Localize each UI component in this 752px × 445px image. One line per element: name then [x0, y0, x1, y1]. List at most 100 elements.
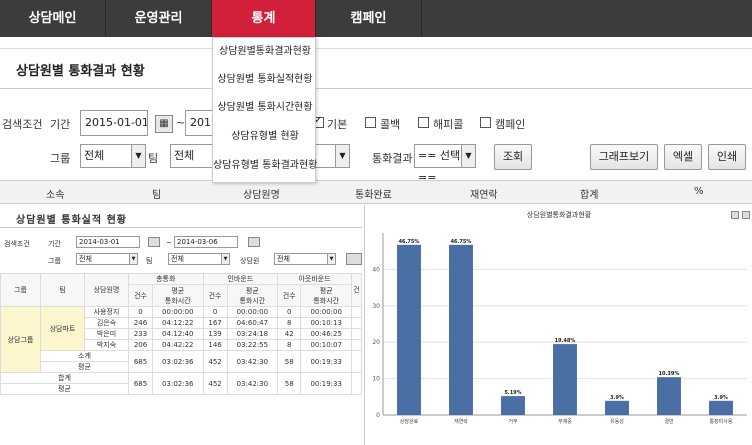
- call-result-select-value: == 선택 ==: [418, 149, 461, 184]
- call-result-select[interactable]: == 선택 == ▼: [414, 144, 476, 184]
- embed-team-select[interactable]: 전체 ▼: [168, 253, 230, 265]
- embed-team-value: 전체: [171, 255, 184, 263]
- data-label: 19.48%: [555, 338, 576, 344]
- table-row: 상담그룹 상담파트 사용정지 0 00:00:00 0 00:00:00 0 0…: [0, 306, 362, 373]
- checkbox-campaign[interactable]: [480, 117, 491, 128]
- divider: [0, 227, 362, 228]
- cell: 00:19:33: [300, 350, 352, 373]
- th-count: 건수: [277, 284, 302, 307]
- group-label: 그룹: [50, 152, 71, 165]
- embed-agent-label: 상담원: [240, 257, 260, 265]
- cell: 0: [202, 306, 228, 318]
- cell: 03:42:30: [226, 350, 279, 373]
- excel-button[interactable]: 엑셀: [664, 144, 702, 170]
- cell: 167: [202, 317, 228, 329]
- embed-search-button[interactable]: [346, 253, 362, 265]
- cell: [351, 306, 362, 318]
- menu-item-agent-call-time[interactable]: 상담원별 통화시간현황: [217, 102, 313, 113]
- cell: [351, 339, 362, 351]
- calendar-icon[interactable]: ▦: [155, 115, 173, 133]
- team-label: 팀: [148, 152, 159, 165]
- checkbox-callback-label: 콜백: [380, 118, 401, 131]
- cell: 04:12:40: [152, 328, 204, 340]
- th-avg-time: 평균 통화시간: [152, 284, 204, 307]
- cell: 04:12:22: [152, 317, 204, 329]
- menu-item-consult-type[interactable]: 상담유형별 현황: [231, 131, 299, 142]
- checkbox-happycall[interactable]: [418, 117, 429, 128]
- col-agent-name: 상담원명: [243, 190, 280, 201]
- checkbox-campaign-label: 캠페인: [495, 118, 526, 131]
- x-tick-label: 재연락: [454, 418, 468, 425]
- chevron-down-icon: ▼: [129, 254, 137, 264]
- cell: 685: [127, 350, 154, 373]
- cell: 58: [277, 350, 302, 373]
- cell: 8: [277, 339, 302, 351]
- search-button[interactable]: 조회: [494, 144, 532, 170]
- bar: [501, 396, 525, 415]
- date-to-input[interactable]: 2015-: [185, 110, 213, 136]
- cell: 00:10:13: [300, 317, 352, 329]
- graph-view-button[interactable]: 그래프보기: [590, 144, 658, 170]
- total-label: 합계: [0, 372, 129, 384]
- embed-group-select[interactable]: 전체 ▼: [76, 253, 138, 265]
- bar: [709, 400, 733, 415]
- cell: 03:02:36: [152, 372, 204, 395]
- tilde: ~: [176, 116, 186, 129]
- cell: 139: [202, 328, 228, 340]
- cell: 206: [127, 339, 154, 351]
- chevron-down-icon: ▼: [335, 145, 349, 167]
- chevron-down-icon: ▼: [327, 254, 335, 264]
- th-count: 건수: [127, 284, 154, 307]
- x-tick-label: 결번: [664, 418, 674, 425]
- agent-select[interactable]: ▼: [316, 144, 350, 168]
- cell: 04:60:47: [226, 317, 279, 329]
- tab-campaign[interactable]: 캠페인: [316, 0, 422, 37]
- group-select[interactable]: 전체 ▼: [80, 144, 146, 168]
- embed-date-to[interactable]: 2014-03-06: [174, 236, 238, 248]
- col-recontact: 재연락: [470, 190, 498, 201]
- cell: 42: [277, 328, 302, 340]
- data-label: 46.75%: [451, 239, 472, 245]
- subavg-label: 평균: [40, 361, 129, 373]
- tab-operations[interactable]: 운영관리: [106, 0, 212, 37]
- table-row: 박지숙 206 04:42:22 146 03:22:55 8 00:10:07: [1, 339, 362, 351]
- tab-statistics[interactable]: 통계: [212, 0, 316, 37]
- menu-item-agent-call-performance[interactable]: 상담원별 통화실적현황: [217, 74, 313, 85]
- cell: 03:24:18: [226, 328, 279, 340]
- calendar-icon[interactable]: [148, 237, 160, 247]
- avg-row: 평균: [0, 383, 362, 395]
- x-tick-label: 유동성: [610, 418, 624, 425]
- print-icon[interactable]: [731, 211, 739, 219]
- divider: [0, 48, 752, 49]
- cell: 03:22:55: [226, 339, 279, 351]
- embed-date-from[interactable]: 2014-03-01: [76, 236, 140, 248]
- cell: 8: [277, 317, 302, 329]
- date-from-input[interactable]: 2015-01-01: [80, 110, 148, 136]
- save-icon[interactable]: [742, 211, 750, 219]
- data-label: 3.9%: [610, 395, 624, 401]
- embed-agent-select[interactable]: 전체 ▼: [274, 253, 336, 265]
- col-call-complete: 통화완료: [355, 190, 392, 201]
- bar: [605, 400, 629, 415]
- cell: 233: [127, 328, 154, 340]
- embed-performance-table: 그룹 팀 상담원명 총통화 인바운드 아웃바운드 건 건수 평균 통화시간 건수…: [0, 273, 362, 395]
- y-tick-label: 10: [372, 376, 380, 383]
- print-button[interactable]: 인쇄: [708, 144, 746, 170]
- team-select[interactable]: 전체: [170, 144, 212, 168]
- data-label: 5.19%: [504, 390, 521, 396]
- checkbox-callback[interactable]: [365, 117, 376, 128]
- y-tick-label: 40: [372, 266, 380, 273]
- cell: 0: [127, 306, 154, 318]
- menu-item-consult-type-result[interactable]: 상담유형별 통화결과현황: [213, 160, 317, 171]
- th-avg-time: 평균 통화시간: [300, 284, 352, 307]
- embed-tilde: ~: [166, 239, 172, 247]
- agent-cell: 박은미: [84, 328, 129, 340]
- menu-item-agent-call-result[interactable]: 상담원별통화결과현황: [219, 46, 311, 57]
- calendar-icon[interactable]: [248, 237, 260, 247]
- tab-consult-main[interactable]: 상담메인: [0, 0, 106, 37]
- col-team: 팀: [152, 190, 162, 201]
- avg-label: 평균: [0, 383, 129, 395]
- cell: 03:02:36: [152, 350, 204, 373]
- team-cell: 상담파트: [40, 306, 85, 351]
- page-title: 상담원별 통화결과 현황: [16, 64, 145, 79]
